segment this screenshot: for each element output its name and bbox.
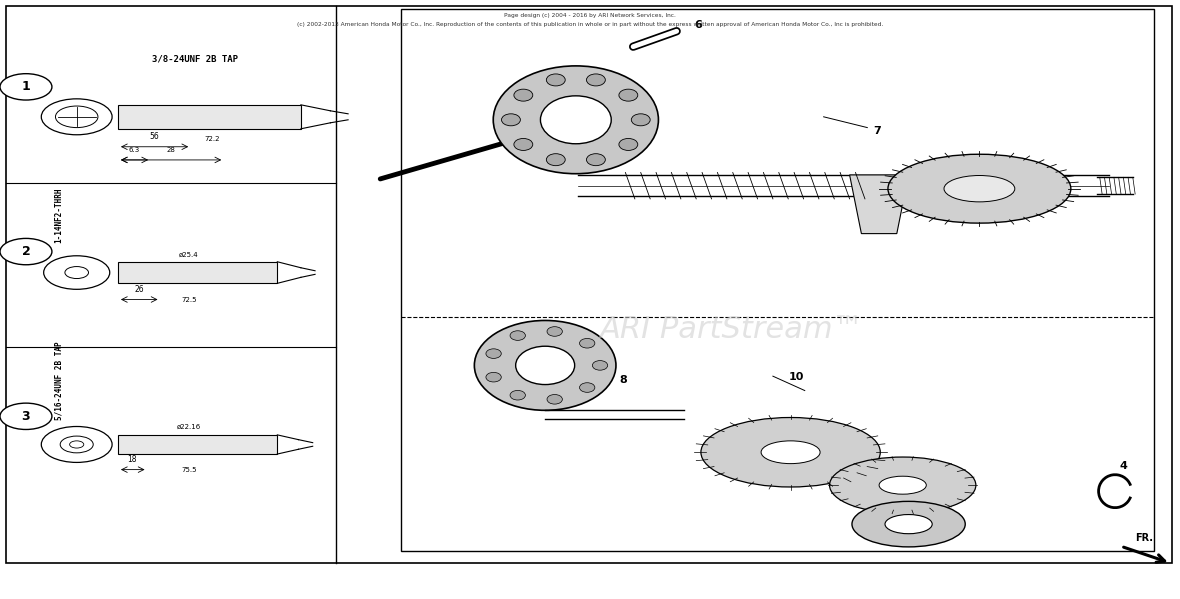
Bar xyxy=(118,105,301,129)
Ellipse shape xyxy=(586,154,605,166)
Text: Page design (c) 2004 - 2016 by ARI Network Services, Inc.: Page design (c) 2004 - 2016 by ARI Netwo… xyxy=(504,13,676,18)
Ellipse shape xyxy=(852,501,965,547)
Text: 2: 2 xyxy=(21,245,31,258)
Circle shape xyxy=(0,238,52,265)
Text: 75.5: 75.5 xyxy=(181,467,197,473)
Ellipse shape xyxy=(631,114,650,126)
Circle shape xyxy=(44,256,110,289)
Ellipse shape xyxy=(516,346,575,385)
Ellipse shape xyxy=(546,154,565,166)
Ellipse shape xyxy=(510,331,525,340)
Ellipse shape xyxy=(486,349,502,358)
Text: 56: 56 xyxy=(150,132,159,141)
Ellipse shape xyxy=(879,476,926,494)
Ellipse shape xyxy=(885,515,932,534)
Text: 6: 6 xyxy=(695,20,702,30)
Text: 28: 28 xyxy=(166,147,176,153)
Ellipse shape xyxy=(592,361,608,370)
Ellipse shape xyxy=(510,391,525,400)
Polygon shape xyxy=(850,175,909,234)
Ellipse shape xyxy=(761,441,820,464)
Ellipse shape xyxy=(579,338,595,348)
Polygon shape xyxy=(401,9,1154,551)
Text: ARI PartStream™: ARI PartStream™ xyxy=(599,315,864,344)
Ellipse shape xyxy=(514,138,533,150)
Circle shape xyxy=(70,441,84,448)
Ellipse shape xyxy=(502,114,520,126)
Circle shape xyxy=(55,106,98,128)
Ellipse shape xyxy=(486,373,502,382)
Text: FR.: FR. xyxy=(1135,533,1154,543)
Circle shape xyxy=(0,403,52,429)
Circle shape xyxy=(41,426,112,462)
Ellipse shape xyxy=(944,176,1015,202)
Text: 3/8-24UNF 2B TAP: 3/8-24UNF 2B TAP xyxy=(152,54,237,63)
Text: 10: 10 xyxy=(788,373,804,382)
Circle shape xyxy=(41,99,112,135)
Text: 72.5: 72.5 xyxy=(181,297,197,302)
Text: (c) 2002-2013 American Honda Motor Co., Inc. Reproduction of the contents of thi: (c) 2002-2013 American Honda Motor Co., … xyxy=(297,22,883,27)
Text: 8: 8 xyxy=(620,376,628,385)
Ellipse shape xyxy=(548,326,563,336)
Ellipse shape xyxy=(586,74,605,86)
Text: 9: 9 xyxy=(918,527,926,537)
Ellipse shape xyxy=(548,395,563,404)
Ellipse shape xyxy=(618,89,637,101)
Circle shape xyxy=(60,436,93,453)
Text: 72.2: 72.2 xyxy=(204,136,221,142)
Ellipse shape xyxy=(540,96,611,144)
Circle shape xyxy=(65,267,88,279)
Text: ø22.16: ø22.16 xyxy=(177,423,201,429)
Ellipse shape xyxy=(514,89,533,101)
Text: 26: 26 xyxy=(135,285,144,294)
Ellipse shape xyxy=(887,154,1070,223)
Text: 1-14NF2-THRH: 1-14NF2-THRH xyxy=(54,188,64,243)
Ellipse shape xyxy=(546,74,565,86)
Ellipse shape xyxy=(579,383,595,392)
Ellipse shape xyxy=(830,457,976,513)
Text: 8: 8 xyxy=(581,67,589,77)
Text: 5/16-24UNF 2B TAP: 5/16-24UNF 2B TAP xyxy=(54,341,64,420)
Text: 7: 7 xyxy=(873,126,881,135)
Text: 1: 1 xyxy=(21,80,31,93)
Text: ø25.4: ø25.4 xyxy=(92,114,112,120)
Ellipse shape xyxy=(618,138,637,150)
Ellipse shape xyxy=(474,320,616,410)
Text: 18: 18 xyxy=(127,455,137,464)
Ellipse shape xyxy=(701,418,880,487)
Text: 3: 3 xyxy=(21,410,31,423)
Bar xyxy=(118,435,277,454)
Circle shape xyxy=(0,74,52,100)
Text: 6.3: 6.3 xyxy=(129,147,140,153)
Text: ø25.4: ø25.4 xyxy=(179,252,198,258)
Ellipse shape xyxy=(493,66,658,174)
Text: 4: 4 xyxy=(1120,461,1127,471)
Bar xyxy=(118,262,277,283)
